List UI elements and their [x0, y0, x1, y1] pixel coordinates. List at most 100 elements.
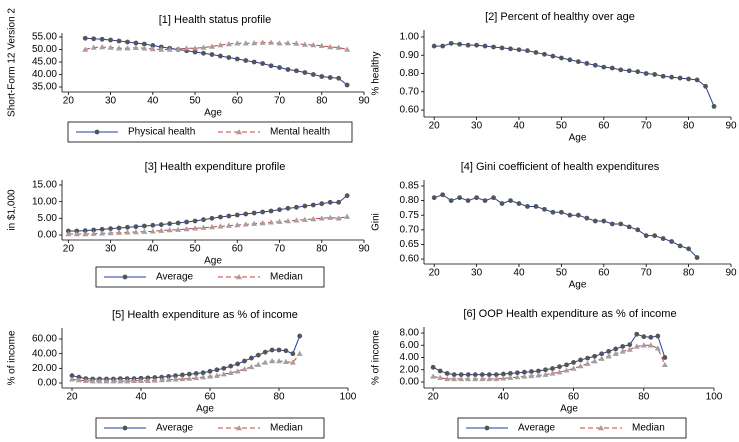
x-tick-label: 20 [63, 244, 75, 255]
x-tick-label: 60 [598, 121, 610, 132]
data-point [575, 212, 581, 218]
data-point [522, 369, 527, 375]
data-point [255, 361, 262, 367]
y-tick-label: 0.70 [400, 224, 420, 235]
data-point [451, 372, 457, 378]
data-point [533, 50, 539, 55]
data-point [626, 68, 632, 74]
data-point [99, 36, 105, 42]
data-point [172, 376, 179, 382]
data-point [592, 353, 598, 359]
data-point [186, 371, 192, 377]
data-point [479, 375, 486, 382]
x-tick-label: 30 [105, 96, 117, 107]
data-point [276, 358, 283, 364]
data-point [507, 371, 513, 376]
y-tick-label: 0.00 [400, 377, 420, 388]
data-point [457, 195, 463, 201]
data-point [116, 229, 123, 235]
data-point [529, 369, 534, 374]
data-line [85, 42, 348, 50]
x-axis-label: Age [204, 256, 222, 267]
data-point [310, 216, 317, 222]
x-axis-label: Age [569, 133, 587, 144]
y-tick-label: 0.00 [38, 230, 58, 241]
data-point [268, 63, 274, 69]
data-point [282, 358, 289, 364]
data-point [465, 198, 471, 203]
x-tick-label: 50 [556, 121, 568, 132]
data-point [228, 363, 234, 369]
data-point [606, 348, 612, 354]
data-point [158, 377, 165, 383]
data-point [141, 223, 147, 229]
data-point [132, 229, 139, 235]
data-point [167, 221, 173, 227]
data-point [262, 349, 268, 355]
data-point [431, 43, 437, 49]
data-point [711, 103, 717, 109]
data-point [634, 331, 640, 337]
data-point [221, 365, 227, 371]
legend-marker [122, 274, 128, 280]
data-point [493, 375, 500, 382]
data-point [584, 360, 591, 366]
y-tick-label: 10.00 [32, 196, 57, 207]
data-point [207, 373, 214, 379]
chart-title: [6] OOP Health expenditure as % of incom… [463, 308, 676, 320]
x-tick-label: 20 [63, 96, 75, 107]
data-point [535, 372, 542, 378]
data-point [479, 372, 485, 378]
data-point [226, 213, 232, 219]
data-point [260, 209, 266, 215]
data-point [557, 364, 562, 370]
data-point [73, 231, 80, 237]
data-point [669, 74, 675, 80]
data-line [434, 194, 698, 258]
data-point [82, 35, 88, 41]
data-point [251, 59, 257, 65]
data-point [474, 42, 479, 48]
data-point [465, 372, 471, 378]
legend-label: Median [270, 423, 303, 434]
x-tick-label: 60 [598, 268, 610, 279]
data-point [243, 58, 249, 63]
data-point [465, 375, 472, 382]
data-point [605, 353, 612, 359]
data-point [186, 375, 193, 381]
data-point [234, 222, 241, 228]
data-point [208, 43, 215, 49]
data-point [635, 227, 641, 233]
data-point [225, 222, 232, 228]
data-line [71, 353, 301, 382]
x-tick-label: 80 [683, 121, 695, 132]
data-point [327, 199, 333, 205]
x-tick-label: 100 [706, 392, 723, 403]
data-point [514, 370, 520, 376]
data-point [91, 36, 97, 42]
data-point [158, 222, 164, 228]
data-point [542, 51, 547, 57]
y-tick-label: 0.60 [400, 254, 420, 265]
data-point [578, 357, 583, 363]
data-point [125, 224, 130, 230]
data-point [613, 346, 619, 352]
data-point [641, 334, 647, 340]
data-point [192, 45, 199, 51]
data-point [217, 42, 224, 48]
data-point [99, 230, 106, 236]
data-point [192, 225, 199, 231]
data-point [166, 46, 173, 52]
data-point [242, 221, 249, 227]
y-tick-label: 8.00 [400, 328, 420, 339]
x-tick-label: 70 [641, 268, 653, 279]
data-point [294, 68, 299, 74]
data-point [158, 227, 165, 233]
x-tick-label: 50 [189, 244, 201, 255]
data-point [499, 201, 505, 206]
x-tick-label: 30 [471, 121, 483, 132]
data-point [619, 348, 626, 354]
y-tick-label: 60.00 [32, 334, 57, 345]
data-point [451, 375, 458, 382]
